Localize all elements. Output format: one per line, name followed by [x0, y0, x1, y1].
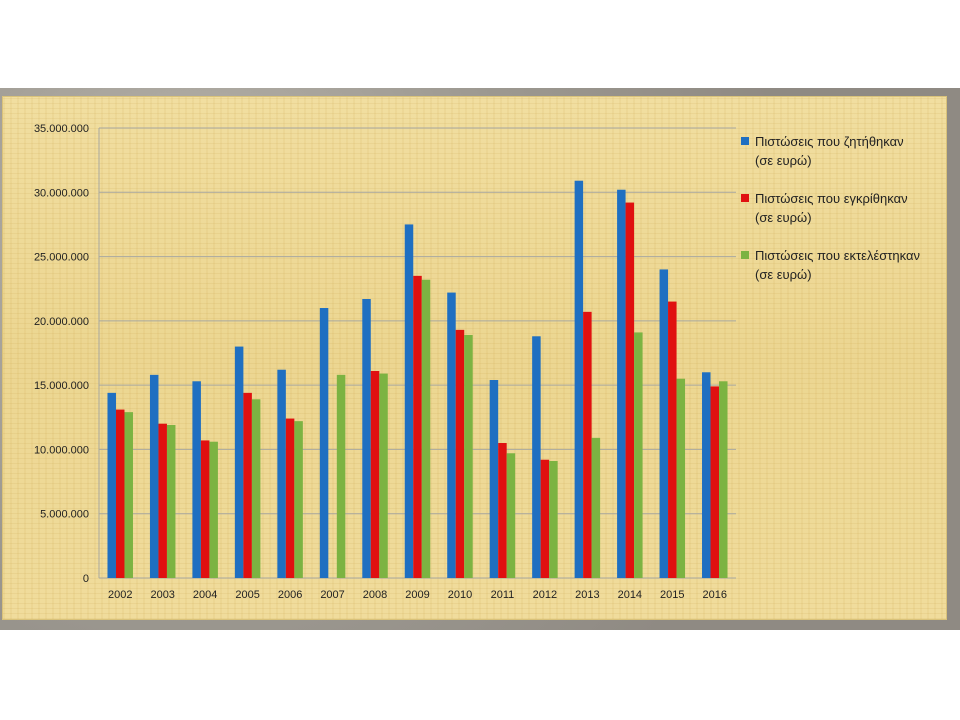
bar-2005-series-2 [243, 392, 252, 578]
bar-2006-series-2 [285, 418, 295, 578]
legend-label: Πιστώσεις που εκτελέστηκαν [755, 248, 920, 263]
bar-chart: 0 5.000.000 10.000.000 15.000.000 20.000.000… [34, 123, 920, 601]
legend-label-unit: (σε ευρώ) [755, 210, 812, 225]
legend-swatch [741, 137, 749, 145]
bar-2015-series-3 [676, 378, 686, 578]
bar-2011-series-3 [506, 453, 516, 578]
legend-label-unit: (σε ευρώ) [755, 267, 812, 282]
bar-2005-series-3 [251, 399, 261, 578]
bar-2013-series-3 [591, 437, 601, 578]
bar-2004-series-3 [209, 441, 218, 578]
bar-2009-series-1 [404, 224, 414, 578]
x-axis-ticks: 2002 2003 2004 2005 2006 2007 2008 2009 2010 2011… [108, 589, 727, 601]
bar-2012-series-3 [549, 461, 558, 578]
bar-2014-series-1 [617, 189, 626, 578]
x-tick-label: 2002 [108, 589, 132, 601]
y-tick-label: 35.000.000 [34, 123, 89, 135]
bar-2008-series-1 [362, 299, 371, 578]
y-tick-label: 30.000.000 [34, 187, 89, 199]
bar-2016-series-3 [719, 381, 728, 578]
bars [107, 180, 728, 579]
x-tick-label: 2010 [448, 589, 472, 601]
x-tick-label: 2013 [575, 589, 599, 601]
bar-2015-series-1 [659, 269, 669, 578]
bar-2012-series-2 [540, 459, 550, 578]
bar-2010-series-3 [464, 335, 473, 578]
bar-2016-series-2 [710, 386, 720, 578]
bar-2007-series-1 [319, 308, 329, 578]
bar-2011-series-1 [489, 380, 499, 578]
bar-2008-series-2 [370, 371, 380, 578]
bar-2002-series-1 [107, 392, 116, 578]
y-tick-label: 5.000.000 [40, 509, 89, 521]
legend-label: Πιστώσεις που εγκρίθηκαν [755, 191, 908, 206]
bar-2015-series-2 [668, 301, 677, 578]
bar-2002-series-3 [124, 412, 133, 578]
bar-2009-series-3 [421, 279, 431, 578]
x-tick-label: 2004 [193, 589, 217, 601]
x-tick-label: 2012 [533, 589, 557, 601]
x-tick-label: 2006 [278, 589, 302, 601]
x-tick-label: 2014 [618, 589, 642, 601]
bar-2014-series-2 [625, 202, 635, 579]
bar-2010-series-1 [447, 292, 456, 578]
y-tick-label: 0 [83, 573, 89, 585]
legend-label-unit: (σε ευρώ) [755, 153, 812, 168]
y-tick-label: 10.000.000 [34, 444, 89, 456]
bar-2011-series-2 [498, 443, 507, 578]
bar-2006-series-3 [294, 421, 303, 578]
bar-2013-series-2 [583, 311, 592, 578]
bar-2004-series-2 [200, 440, 210, 578]
bar-2002-series-2 [115, 409, 125, 578]
y-tick-label: 20.000.000 [34, 316, 89, 328]
chart-panel: 0 5.000.000 10.000.000 15.000.000 20.000.000… [2, 96, 947, 620]
bar-2006-series-1 [277, 369, 286, 578]
legend-swatch [741, 194, 749, 202]
bar-2005-series-1 [234, 346, 244, 578]
bar-2004-series-1 [192, 381, 201, 578]
x-tick-label: 2015 [660, 589, 684, 601]
x-tick-label: 2008 [363, 589, 387, 601]
bar-2008-series-3 [379, 373, 388, 578]
legend: Πιστώσεις που ζητήθηκαν (σε ευρώ) Πιστώσει… [741, 134, 920, 282]
x-tick-label: 2009 [405, 589, 429, 601]
bar-2003-series-2 [158, 423, 167, 578]
x-tick-label: 2003 [150, 589, 174, 601]
bar-2014-series-3 [634, 332, 643, 578]
legend-label: Πιστώσεις που ζητήθηκαν [755, 134, 904, 149]
bar-2007-series-3 [336, 374, 346, 578]
y-axis-ticks: 0 5.000.000 10.000.000 15.000.000 20.000.000… [34, 123, 89, 585]
bar-2016-series-1 [702, 372, 711, 578]
x-tick-label: 2005 [235, 589, 259, 601]
x-tick-label: 2007 [320, 589, 344, 601]
bar-2009-series-2 [413, 275, 422, 578]
bar-2012-series-1 [532, 336, 541, 578]
y-tick-label: 25.000.000 [34, 252, 89, 264]
bar-2013-series-1 [574, 180, 584, 578]
bar-2003-series-3 [166, 425, 176, 578]
y-tick-label: 15.000.000 [34, 380, 89, 392]
legend-swatch [741, 251, 749, 259]
x-tick-label: 2016 [703, 589, 727, 601]
x-tick-label: 2011 [491, 589, 515, 601]
bar-2010-series-2 [455, 329, 465, 578]
bar-2003-series-1 [149, 374, 159, 578]
